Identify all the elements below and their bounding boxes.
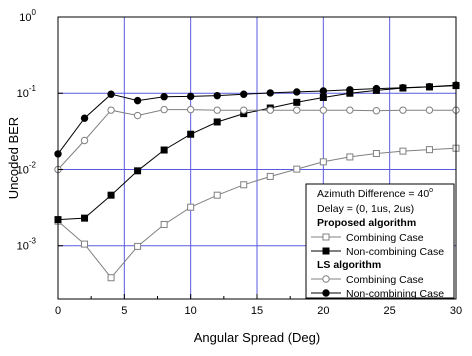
legend-azimuth-degree: o xyxy=(429,187,433,194)
data-point xyxy=(372,84,381,93)
series-line xyxy=(57,109,456,170)
y-tick-label: 100 xyxy=(19,8,36,24)
legend-marker xyxy=(322,275,330,283)
data-point xyxy=(425,146,433,154)
legend-marker xyxy=(322,233,330,241)
x-tick-label: 25 xyxy=(384,305,396,317)
data-point xyxy=(134,242,142,250)
data-point xyxy=(293,88,301,96)
data-point xyxy=(293,106,301,114)
data-point xyxy=(266,106,274,114)
legend-marker xyxy=(322,289,330,297)
data-point xyxy=(133,111,142,120)
data-point xyxy=(80,114,89,122)
data-point xyxy=(319,106,328,114)
data-point xyxy=(425,106,434,114)
legend-entries-ls: Combining Case Non-combining Case xyxy=(311,274,444,300)
data-point xyxy=(319,87,328,95)
series-line xyxy=(57,85,457,221)
x-tick-label: 5 xyxy=(121,305,127,317)
data-point xyxy=(80,136,89,145)
data-point xyxy=(266,172,274,180)
data-point xyxy=(134,167,142,175)
data-point xyxy=(293,98,301,106)
y-tick-label: 10-2 xyxy=(17,160,37,176)
data-point xyxy=(240,106,248,114)
data-point xyxy=(160,146,168,154)
x-tick-label: 0 xyxy=(55,305,61,317)
x-axis-title: Angular Spread (Deg) xyxy=(194,330,320,345)
legend-label: Combining Case xyxy=(346,274,424,286)
data-point xyxy=(187,130,195,138)
legend-group-ls: LS algorithm xyxy=(317,259,381,271)
data-point xyxy=(346,106,354,114)
data-point xyxy=(399,106,407,114)
data-point xyxy=(186,92,195,101)
data-point xyxy=(213,106,221,114)
data-point xyxy=(425,82,434,91)
data-point xyxy=(346,153,354,161)
y-tick-label: 10-3 xyxy=(17,237,37,253)
series-line xyxy=(57,147,457,279)
data-point xyxy=(319,158,327,166)
data-point xyxy=(160,220,168,228)
x-tick-label: 20 xyxy=(317,305,329,317)
legend-azimuth: Azimuth Difference = 40o xyxy=(317,187,433,200)
legend-delay: Delay = (0, 1us, 2us) xyxy=(317,203,414,215)
data-point xyxy=(319,93,327,101)
legend-label: Combining Case xyxy=(346,232,424,244)
data-point xyxy=(187,203,195,211)
x-tick-label: 10 xyxy=(185,305,197,317)
data-point xyxy=(399,84,407,92)
series-layer xyxy=(54,81,460,282)
legend-marker xyxy=(322,247,330,255)
data-point xyxy=(186,105,195,114)
legend-label: Non-combining Case xyxy=(346,288,444,300)
data-point xyxy=(81,214,89,222)
data-point xyxy=(213,191,221,199)
data-point xyxy=(372,107,381,115)
data-point xyxy=(107,106,115,114)
data-point xyxy=(266,89,274,97)
series-3 xyxy=(54,105,460,174)
y-tick-label: 10-1 xyxy=(17,84,37,100)
data-point xyxy=(372,150,380,158)
data-point xyxy=(81,240,89,248)
legend-azimuth-text: Azimuth Difference = 40 xyxy=(317,188,429,200)
data-point xyxy=(213,118,221,126)
legend: Azimuth Difference = 40o Delay = (0, 1us… xyxy=(305,183,455,300)
x-axis-ticks: 0 5 10 15 20 25 30 xyxy=(55,294,462,317)
series-line xyxy=(57,84,457,155)
data-point xyxy=(133,96,142,105)
x-tick-label: 15 xyxy=(251,305,263,317)
data-point xyxy=(107,191,115,199)
y-axis-ticks: 10-3 10-2 10-1 100 xyxy=(17,8,63,253)
data-point xyxy=(160,105,168,114)
data-point xyxy=(107,274,115,282)
legend-entries-proposed: Combining Case Non-combining Case xyxy=(311,232,444,258)
legend-group-proposed: Proposed algorithm xyxy=(317,217,416,229)
x-tick-label: 30 xyxy=(450,305,462,317)
data-point xyxy=(213,91,221,100)
data-point xyxy=(399,147,407,155)
y-axis-title: Uncoded BER xyxy=(6,117,21,199)
data-point xyxy=(240,181,248,189)
data-point xyxy=(293,165,301,173)
data-point xyxy=(346,86,354,94)
data-point xyxy=(160,93,168,101)
legend-label: Non-combining Case xyxy=(346,246,444,258)
data-point xyxy=(107,90,115,98)
data-point xyxy=(240,90,248,98)
